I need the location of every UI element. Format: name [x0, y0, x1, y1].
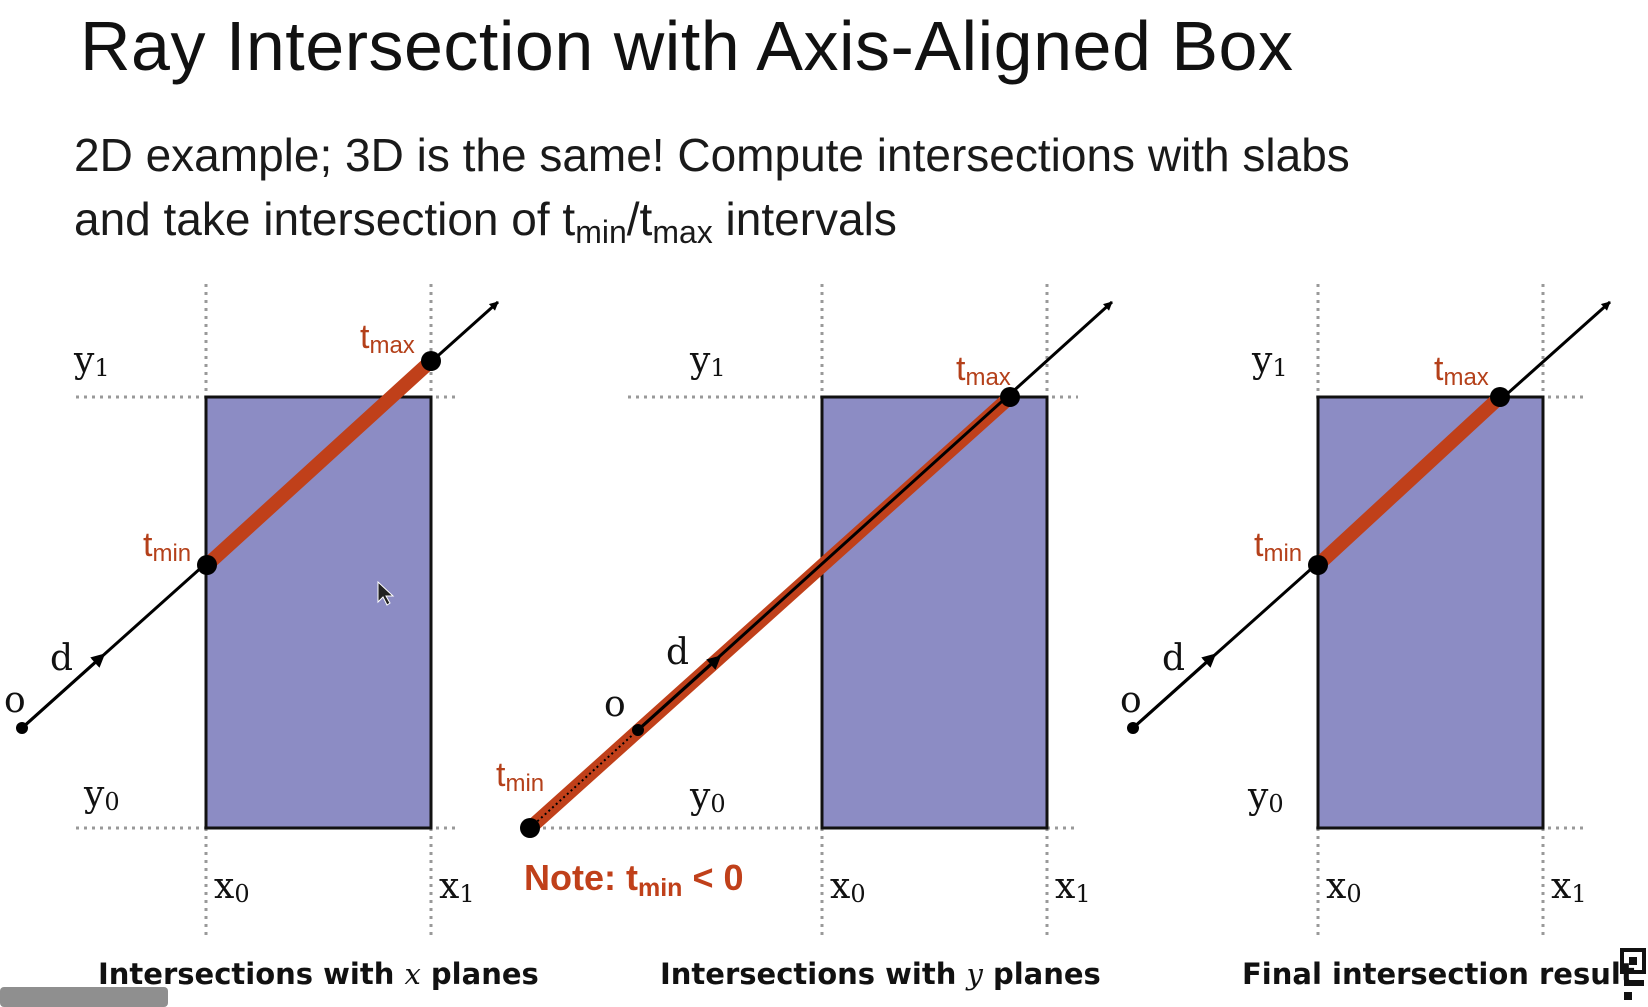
subtitle-min-sub: min — [575, 214, 627, 250]
label-y1: y1 — [73, 340, 110, 382]
subtitle-prefix: and take intersection of t — [74, 193, 576, 245]
subtitle-line-2: and take intersection of tmin/tmax inter… — [74, 192, 897, 251]
subtitle-slash: /t — [626, 193, 653, 245]
direction-arrow — [636, 655, 722, 732]
subtitle-suffix: intervals — [712, 193, 897, 245]
label-tmax: tmax — [956, 350, 1011, 391]
panel-y-planes: y1 y0 x0 x1 o d tmin tmax Note: tmin < 0… — [496, 284, 1114, 991]
origin-point — [632, 724, 644, 736]
label-tmin: tmin — [1254, 526, 1302, 567]
tmax-point — [421, 351, 441, 371]
interval-segment — [200, 354, 438, 572]
label-y0: y0 — [83, 774, 120, 816]
slide-title: Ray Intersection with Axis-Aligned Box — [80, 7, 1294, 85]
panel-final-result: y1 y0 x0 x1 o d tmin tmax Final intersec… — [1120, 284, 1646, 1000]
label-direction: d — [666, 632, 689, 673]
subtitle-max-sub: max — [652, 214, 713, 250]
label-y1: y1 — [1251, 340, 1288, 382]
direction-arrow — [20, 653, 106, 730]
tmin-point — [197, 555, 217, 575]
origin-point — [16, 722, 28, 734]
mouse-cursor-icon — [377, 580, 395, 606]
label-tmin: tmin — [496, 756, 544, 797]
label-tmin: tmin — [143, 526, 191, 567]
tmax-point — [1000, 387, 1020, 407]
video-progress-bar[interactable] — [0, 987, 168, 1007]
ray-backward-dotted — [529, 729, 639, 829]
label-y0: y0 — [689, 776, 726, 818]
subtitle-line-1: 2D example; 3D is the same! Compute inte… — [74, 129, 1350, 181]
label-direction: d — [50, 638, 73, 679]
label-direction: d — [1162, 638, 1185, 679]
qr-code-icon — [1620, 948, 1646, 1000]
label-origin: o — [1120, 680, 1142, 721]
caption-x-planes: Intersections with x planes — [98, 957, 539, 991]
label-tmax: tmax — [1434, 350, 1489, 391]
label-y0: y0 — [1247, 776, 1284, 818]
caption-final-result: Final intersection result — [1242, 957, 1635, 991]
label-x1: x1 — [439, 866, 475, 908]
label-x0: x0 — [830, 866, 866, 908]
label-origin: o — [604, 684, 626, 725]
caption-y-planes: Intersections with y planes — [660, 957, 1101, 991]
interval-segment — [1311, 390, 1507, 572]
note-tmin-negative: Note: tmin < 0 — [524, 857, 744, 902]
tmax-point — [1490, 387, 1510, 407]
tmin-point — [1308, 555, 1328, 575]
label-tmax: tmax — [360, 318, 415, 359]
label-origin: o — [4, 680, 26, 721]
label-x0: x0 — [214, 866, 250, 908]
tmin-point — [520, 818, 540, 838]
label-x0: x0 — [1326, 866, 1362, 908]
label-x1: x1 — [1551, 866, 1587, 908]
direction-arrow — [1131, 653, 1217, 730]
label-y1: y1 — [689, 340, 726, 382]
origin-point — [1127, 722, 1139, 734]
panel-x-planes: y1 y0 x0 x1 o d tmin tmax Intersections … — [4, 284, 539, 991]
label-x1: x1 — [1055, 866, 1091, 908]
